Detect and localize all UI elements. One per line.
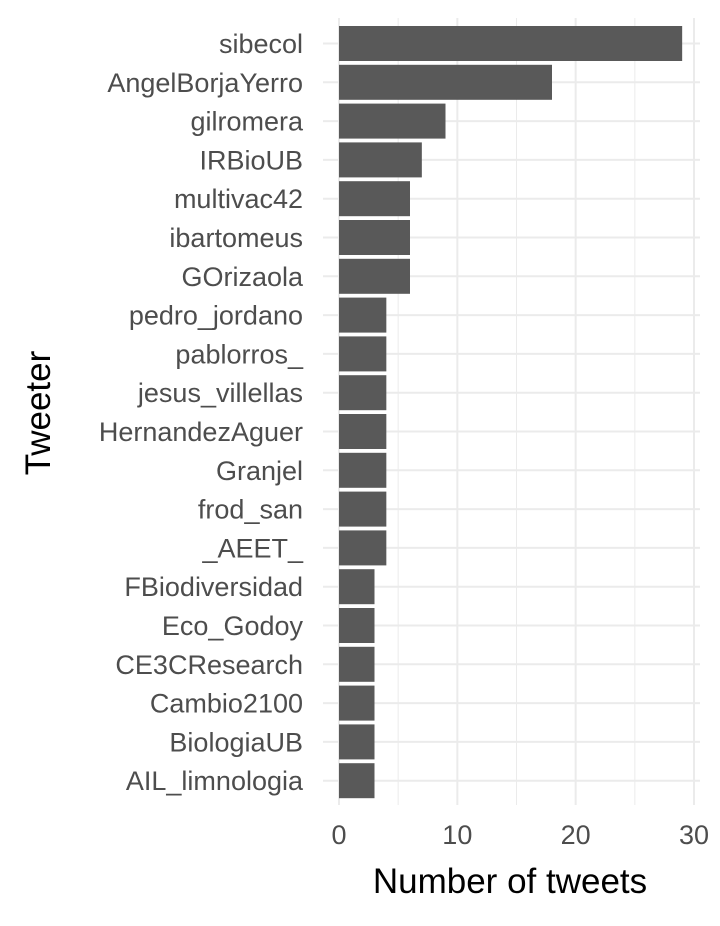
x-axis-title: Number of tweets [373,862,647,901]
bar-AIL_limnologia [339,763,375,799]
category-labels: sibecol AngelBorjaYerro gilromera IRBioUB mu… [99,29,304,796]
y-tick-label: pablorros_ [175,339,304,369]
bar-FBiodiversidad [339,569,375,605]
y-tick-label: _AEET_ [201,533,304,563]
bar-Cambio2100 [339,685,375,721]
x-tick-label: 10 [442,820,472,850]
bar-gilromera [339,103,446,139]
bar-layer [339,26,683,799]
y-tick-label: BiologiaUB [169,727,303,757]
y-tick-label: CE3CResearch [115,650,303,680]
y-tick-label: FBiodiversidad [124,572,303,602]
x-tick-labels: 0 10 20 30 [331,820,709,850]
y-tick-label: multivac42 [174,184,303,214]
bar-Granjel [339,452,387,488]
x-tick-label: 0 [331,820,346,850]
bar-IRBioUB [339,142,422,178]
y-tick-label: HernandezAguer [99,417,303,447]
bar-frod_san [339,491,387,527]
bar-BiologiaUB [339,724,375,760]
y-tick-label: jesus_villellas [137,378,303,408]
bar-HernandezAguer [339,414,387,449]
y-tick-label: Cambio2100 [150,689,303,719]
bar-CE3CResearch [339,646,375,682]
y-tick-label: AngelBorjaYerro [107,68,303,98]
y-tick-label: AIL_limnologia [126,766,304,796]
bar-Eco_Godoy [339,608,375,643]
y-tick-label: GOrizaola [181,262,304,292]
y-tick-label: Granjel [216,456,303,486]
y-tick-label: frod_san [198,495,303,525]
y-tick-label: IRBioUB [199,145,303,175]
bar-jesus_villellas [339,375,387,411]
bar-_AEET_ [339,530,387,566]
y-tick-label: ibartomeus [169,223,303,253]
y-tick-label: pedro_jordano [129,301,303,331]
x-tick-label: 20 [561,820,591,850]
bar-ibartomeus [339,220,410,255]
bar-GOrizaola [339,258,410,294]
bar-pedro_jordano [339,297,387,333]
bar-pablorros_ [339,336,387,372]
y-tick-label: Eco_Godoy [162,611,304,641]
bar-multivac42 [339,181,410,217]
bar-AngelBorjaYerro [339,64,552,100]
y-axis-title: Tweeter [19,350,58,475]
y-tick-label: gilromera [190,107,304,137]
bar-sibecol [339,26,683,61]
y-tick-label: sibecol [219,29,303,59]
x-tick-label: 30 [679,820,709,850]
